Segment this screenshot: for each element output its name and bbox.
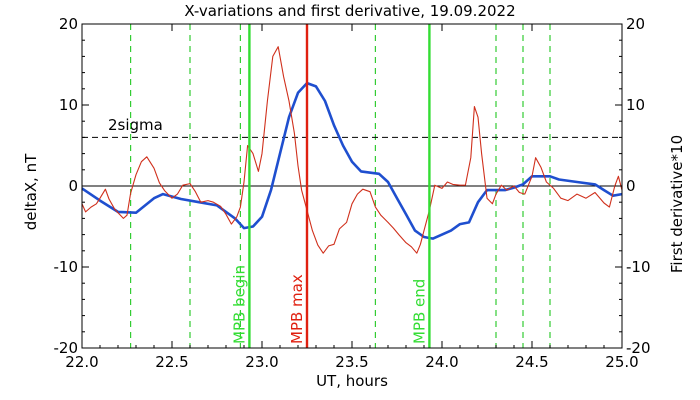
mpb-marker-label-2: MPB end bbox=[410, 279, 428, 344]
x-tick-label-5: 24.5 bbox=[515, 353, 548, 371]
y-right-tick-label-4: 20 bbox=[626, 15, 645, 33]
y-left-tick-label-4: 20 bbox=[59, 15, 78, 33]
y-left-tick-label-0: -20 bbox=[54, 339, 79, 357]
y-right-tick-label-2: 0 bbox=[626, 177, 636, 195]
plot-area: MPB begin MPB max MPB end 22.0 22.5 23.0 23.5 2… bbox=[54, 15, 651, 371]
mpb-marker-label-0: MPB begin bbox=[230, 265, 248, 344]
y-axis-left-label: deltaX, nT bbox=[22, 153, 40, 230]
y-axis-right-label: First derivative*10 bbox=[668, 135, 686, 273]
y-left-tick-label-2: 0 bbox=[68, 177, 78, 195]
y-left-tick-label-1: -10 bbox=[54, 258, 79, 276]
x-tick-label-4: 24.0 bbox=[425, 353, 458, 371]
y-right-tick-label-3: 10 bbox=[626, 96, 645, 114]
x-tick-label-3: 23.5 bbox=[335, 353, 368, 371]
sigma-label: 2sigma bbox=[108, 116, 163, 134]
chart-title: X-variations and first derivative, 19.09… bbox=[184, 2, 515, 20]
x-tick-label-6: 25.0 bbox=[605, 353, 638, 371]
y-right-tick-label-1: -10 bbox=[626, 258, 651, 276]
y-left-tick-label-3: 10 bbox=[59, 96, 78, 114]
x-axis-label: UT, hours bbox=[316, 372, 388, 390]
derivative-series-line bbox=[81, 46, 623, 254]
y-right-tick-label-0: -20 bbox=[626, 339, 651, 357]
mpb-marker-label-1: MPB max bbox=[288, 274, 306, 344]
x-tick-label-0: 22.0 bbox=[65, 353, 98, 371]
deltax-series-line bbox=[81, 81, 623, 240]
x-tick-label-2: 23.0 bbox=[245, 353, 278, 371]
x-tick-label-1: 22.5 bbox=[155, 353, 188, 371]
